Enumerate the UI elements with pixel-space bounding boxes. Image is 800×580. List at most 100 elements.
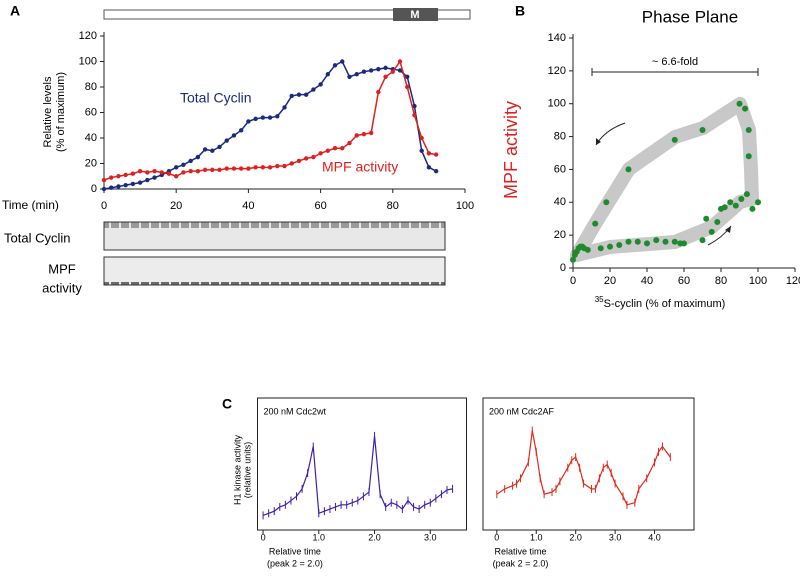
x-axis-label: 35S-cyclin (% of maximum) (595, 295, 726, 310)
y-tick-label: 40 (554, 196, 566, 208)
x-tick-label: 20 (604, 275, 616, 287)
x-tick-label: 3.0 (424, 532, 437, 542)
point (325, 72, 331, 77)
y-tick-label: 60 (85, 106, 97, 118)
point (644, 240, 650, 247)
y-tick-label: 120 (548, 65, 566, 77)
point (419, 135, 424, 141)
point (732, 202, 739, 209)
x-tick-label: 3.0 (609, 532, 622, 542)
point (145, 170, 150, 175)
point (340, 59, 345, 64)
point (742, 105, 749, 112)
y-tick-label: 0 (560, 262, 566, 274)
point (616, 242, 623, 248)
point (275, 163, 280, 169)
point (181, 162, 186, 167)
point (224, 138, 229, 143)
point (727, 199, 734, 206)
point (376, 89, 381, 95)
arrow-head (725, 226, 731, 233)
y-tick-label: 100 (548, 98, 566, 110)
gel-label: Total Cyclin (4, 230, 70, 245)
point (253, 165, 258, 170)
point (137, 168, 143, 174)
point (361, 131, 367, 137)
x-tick-label: 0 (261, 532, 266, 542)
point (625, 238, 632, 245)
point (260, 165, 266, 170)
point (671, 136, 678, 143)
x-tick-label: 1.0 (530, 532, 543, 542)
point (332, 146, 338, 151)
point (708, 228, 715, 235)
x-axis-label: Relative time (269, 546, 321, 556)
y-tick-label: 0 (91, 183, 97, 195)
point (202, 147, 208, 152)
point (368, 130, 374, 136)
point (311, 87, 316, 92)
point (152, 175, 157, 180)
point (347, 140, 352, 146)
point (603, 199, 610, 206)
point (116, 184, 121, 189)
frame (482, 397, 695, 531)
point (109, 185, 114, 190)
point (267, 165, 273, 170)
point (383, 74, 388, 80)
point (260, 115, 266, 120)
point (246, 119, 251, 124)
m-phase-label: M (410, 9, 419, 21)
point (397, 59, 403, 64)
point (653, 237, 660, 244)
point (123, 182, 128, 188)
point (318, 82, 323, 87)
series-label: MPF activity (322, 159, 398, 175)
point (130, 181, 136, 187)
series-label: Total Cyclin (180, 90, 252, 106)
y-axis-label: MPF activity (501, 101, 521, 199)
point (662, 238, 669, 245)
point (318, 151, 323, 156)
point (123, 172, 128, 178)
x-axis-label-text: S-cyclin (% of maximum) (604, 298, 726, 310)
panel-letter: C (222, 396, 232, 412)
point (390, 69, 395, 74)
point (749, 205, 756, 212)
y-axis-label: (% of maximum) (55, 72, 67, 152)
x-axis-label: Time (min) (2, 198, 59, 212)
trajectory-loop (570, 97, 759, 262)
point (267, 115, 273, 120)
point (217, 144, 222, 150)
point (195, 168, 201, 174)
point (354, 72, 359, 77)
x-tick-label: 0 (494, 532, 499, 542)
point (419, 148, 424, 153)
point (625, 166, 632, 173)
y-tick-label: 80 (554, 130, 566, 142)
x-tick-label: 80 (715, 275, 727, 287)
x-axis-label: Relative time (495, 546, 547, 556)
point (426, 165, 432, 170)
point (282, 163, 287, 169)
point (210, 148, 215, 153)
x-tick-label: 120 (786, 275, 800, 287)
point (174, 174, 179, 179)
y-tick-label: 140 (548, 32, 566, 44)
subtitle: 200 nM Cdc2wt (264, 406, 327, 416)
point (699, 237, 706, 244)
x-tick-label: 100 (456, 200, 474, 212)
point (671, 238, 678, 245)
point (224, 166, 229, 171)
point (714, 219, 721, 225)
point (584, 246, 591, 253)
x-tick-label: 40 (641, 275, 653, 287)
x-tick-label: 0 (570, 275, 576, 287)
point (202, 167, 208, 173)
m-phase-block (393, 8, 438, 21)
point (166, 171, 172, 176)
x-tick-label: 60 (678, 275, 690, 287)
gel-label: MPF (48, 261, 76, 276)
y-tick-label: 120 (79, 30, 97, 42)
